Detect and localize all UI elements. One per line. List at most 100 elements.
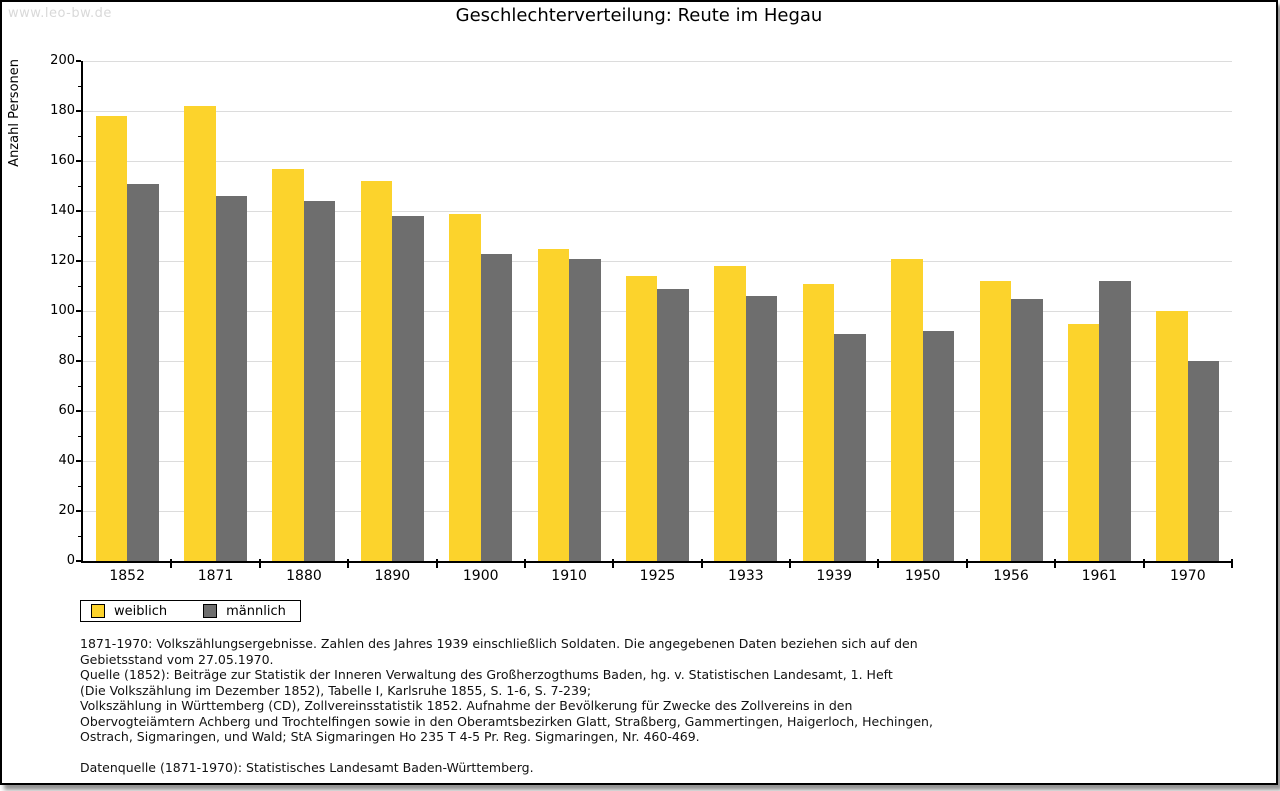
y-minor-tick-130: [78, 236, 81, 237]
y-tick-200: [76, 60, 81, 62]
y-tick-label-40: 40: [58, 453, 75, 468]
bar-group-1900: [437, 61, 525, 561]
legend-item-weiblich: weiblich: [91, 604, 167, 619]
y-tick-label-140: 140: [50, 203, 75, 218]
y-tick-label-20: 20: [58, 503, 75, 518]
bar-pair-1961: [1055, 61, 1143, 561]
footnote-line: [80, 745, 933, 761]
y-tick-100: [76, 310, 81, 312]
bar-group-1956: [967, 61, 1055, 561]
gridline-180: [83, 110, 1232, 112]
bar-pair-1890: [348, 61, 436, 561]
footnote-line: Ostrach, Sigmaringen, und Wald; StA Sigm…: [80, 729, 700, 744]
gridline-120: [83, 260, 1232, 262]
bar-männlich-1910: [569, 258, 601, 561]
footnote-line: 1871-1970: Volkszählungsergebnisse. Zahl…: [80, 636, 918, 651]
bar-weiblich-1880: [272, 168, 304, 561]
bar-pair-1933: [702, 61, 790, 561]
bar-männlich-1961: [1099, 281, 1131, 561]
gridline-140: [83, 210, 1232, 212]
y-tick-120: [76, 260, 81, 262]
footnote-line: Gebietsstand vom 27.05.1970.: [80, 651, 274, 667]
y-tick-label-120: 120: [50, 253, 75, 268]
x-tick-label-1970: 1970: [1169, 568, 1206, 584]
bar-männlich-1950: [922, 331, 955, 561]
footnotes: 1871-1970: Volkszählungsergebnisse. Zahl…: [80, 636, 933, 776]
x-tick-label-1933: 1933: [728, 568, 764, 584]
x-tick-label-1910: 1910: [551, 568, 587, 584]
y-tick-label-160: 160: [50, 153, 75, 168]
gridline-160: [83, 160, 1232, 162]
gridline-200: [83, 60, 1232, 62]
legend-swatch-weiblich: [91, 604, 105, 618]
y-minor-tick-170: [78, 136, 81, 137]
y-tick-160: [76, 160, 81, 162]
bar-männlich-1925: [657, 288, 689, 561]
bar-weiblich-1871: [184, 106, 216, 561]
bar-weiblich-1890: [360, 181, 393, 561]
footnote-line: Obervogteiämtern Achberg und Trochtelfin…: [80, 713, 933, 729]
y-minor-tick-70: [78, 386, 81, 387]
y-tick-label-80: 80: [58, 353, 75, 368]
x-boundary-tick-1: [170, 559, 173, 568]
bar-group-1970: [1144, 61, 1232, 561]
bar-group-1871: [171, 61, 259, 561]
bar-pair-1852: [83, 61, 171, 561]
bar-männlich-1890: [392, 216, 424, 561]
bar-männlich-1933: [745, 296, 778, 561]
x-tick-label-1890: 1890: [374, 568, 411, 584]
x-boundary-tick-10: [965, 559, 968, 568]
x-boundary-tick-12: [1142, 559, 1145, 568]
y-tick-140: [76, 210, 81, 212]
y-minor-tick-110: [78, 286, 81, 287]
watermark: www.leo-bw.de: [8, 6, 112, 21]
x-tick-label-1852: 1852: [109, 568, 145, 584]
y-axis-label: Anzahl Personen: [7, 59, 22, 167]
bar-pair-1910: [525, 61, 613, 561]
x-tick-label-1900: 1900: [462, 568, 499, 584]
y-axis: [81, 61, 83, 563]
x-boundary-tick-5: [523, 559, 526, 568]
x-boundary-tick-2: [258, 559, 261, 568]
plot-area: 0 20 40 60 80 100 120 140 160 180 200 1852 1871 1880 1…: [50, 54, 1233, 584]
bar-weiblich-1970: [1156, 311, 1188, 561]
footnote-line: Datenquelle (1871-1970): Statistisches L…: [80, 760, 534, 775]
bar-weiblich-1852: [95, 116, 128, 561]
bar-group-1890: [348, 61, 436, 561]
bar-pair-1880: [260, 61, 348, 561]
bar-weiblich-1925: [625, 276, 658, 561]
legend-label-weiblich: weiblich: [114, 603, 168, 619]
x-tick-label-1880: 1880: [286, 568, 322, 584]
y-tick-label-0: 0: [66, 553, 75, 568]
x-boundary-tick-3: [347, 559, 350, 568]
footnote-line: (Die Volkszählung im Dezember 1852), Tab…: [80, 682, 592, 698]
bar-weiblich-1961: [1067, 323, 1100, 561]
x-tick-label-1925: 1925: [639, 568, 676, 584]
bar-weiblich-1933: [714, 266, 746, 561]
x-axis: [81, 561, 1232, 563]
bar-pair-1970: [1144, 61, 1232, 561]
footnote-line: Quelle (1852): Beiträge zur Statistik de…: [80, 667, 893, 682]
y-minor-tick-90: [78, 336, 81, 337]
x-tick-label-1956: 1956: [993, 568, 1029, 584]
y-minor-tick-50: [78, 436, 81, 437]
bar-group-1852: [83, 61, 171, 561]
x-tick-label-1961: 1961: [1081, 568, 1118, 584]
bar-group-1961: [1055, 61, 1143, 561]
footnote-line: Volkszählung in Württemberg (CD), Zollve…: [80, 698, 853, 713]
bar-pair-1900: [437, 61, 525, 561]
bar-group-1939: [790, 61, 878, 561]
bar-männlich-1871: [215, 196, 248, 561]
legend-swatch-männlich: [203, 604, 218, 618]
y-tick-label-200: 200: [50, 53, 75, 68]
bar-weiblich-1950: [891, 258, 923, 561]
bar-männlich-1970: [1187, 361, 1220, 561]
bar-pair-1925: [613, 61, 701, 561]
x-tick-label-1939: 1939: [816, 568, 853, 584]
bar-männlich-1900: [480, 253, 513, 561]
bar-group-1925: [613, 61, 701, 561]
bar-weiblich-1956: [979, 281, 1012, 561]
bar-group-1880: [260, 61, 348, 561]
y-minor-tick-10: [78, 536, 81, 537]
legend: weiblich männlich: [80, 600, 301, 622]
